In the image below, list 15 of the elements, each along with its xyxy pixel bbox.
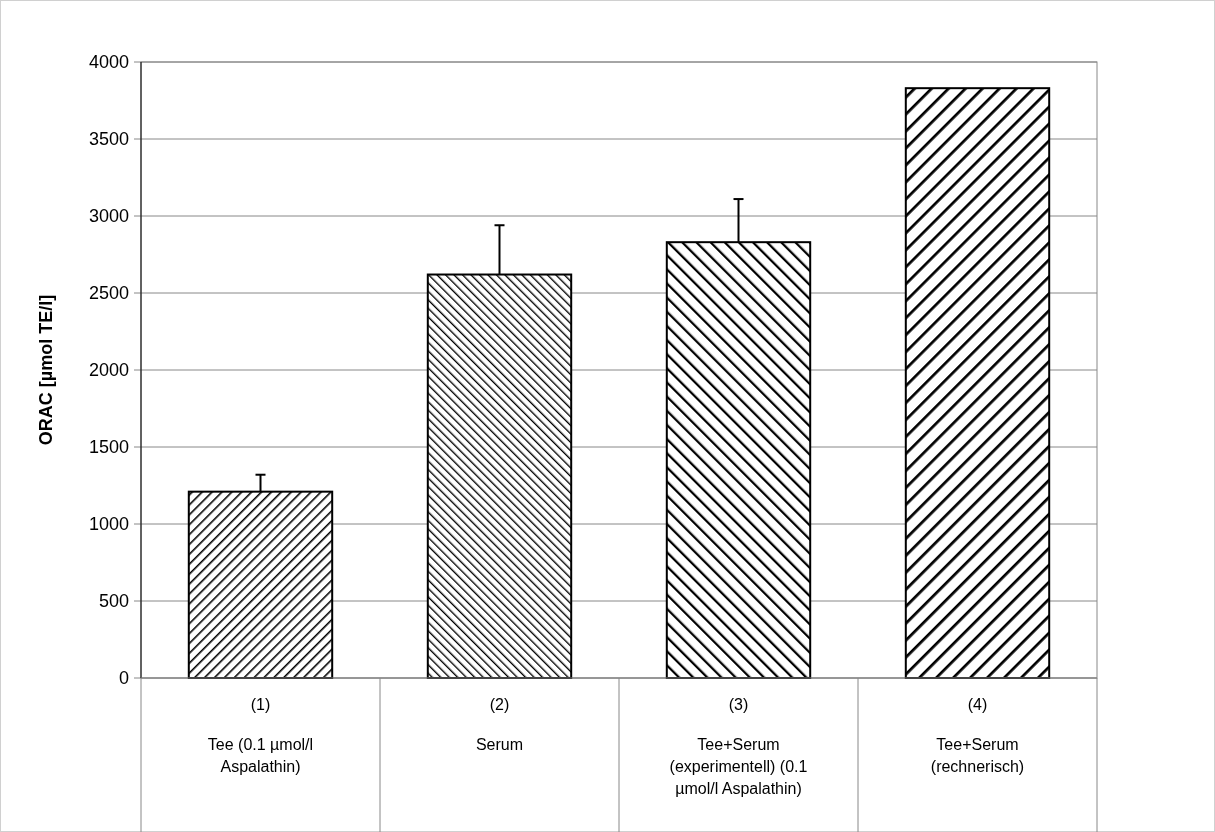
y-tick-label: 2000 [88, 360, 129, 381]
y-tick-label: 3000 [88, 206, 129, 227]
y-tick-label: 3500 [88, 129, 129, 150]
y-tick-label: 4000 [88, 52, 129, 73]
category-label: (2) Serum [475, 696, 524, 753]
category-label: (4) Tee+Serum (rechnerisch) [930, 696, 1025, 775]
y-tick-label: 1000 [88, 514, 129, 535]
y-tick-label: 500 [98, 591, 129, 612]
y-tick-label: 0 [118, 668, 129, 689]
y-axis-title: ORAC [µmol TE/l] [36, 294, 56, 446]
bar [904, 87, 1051, 679]
y-tick-label: 2500 [88, 283, 129, 304]
category-label: (3) Tee+Serum (experimentell) (0.1 µmol/l Aspalathin) [669, 696, 808, 797]
category-label: (1) Tee (0.1 µmol/l Aspalathin) [207, 696, 314, 775]
y-tick-label: 1500 [88, 437, 129, 458]
